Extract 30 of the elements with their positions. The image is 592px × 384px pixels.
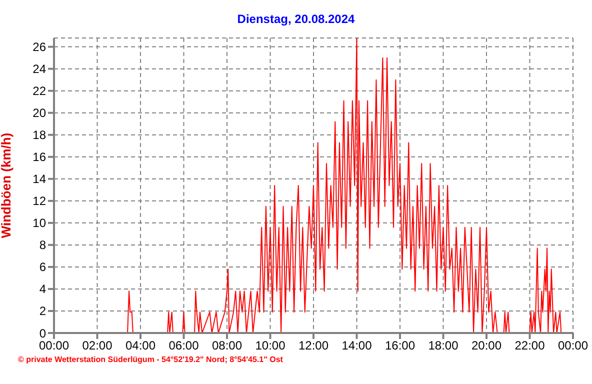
y-tick-label: 14 bbox=[32, 172, 46, 186]
y-tick-label: 26 bbox=[32, 40, 46, 54]
y-tick-label: 10 bbox=[32, 216, 46, 230]
x-tick-label: 22:00 bbox=[514, 338, 546, 353]
y-tick-label: 12 bbox=[32, 194, 46, 208]
x-tick-label: 00:00 bbox=[38, 338, 70, 353]
y-tick-label: 0 bbox=[39, 326, 46, 340]
y-tick-label: 16 bbox=[32, 150, 46, 164]
x-tick-label: 02:00 bbox=[82, 338, 113, 353]
x-tick-label: 18:00 bbox=[428, 338, 459, 353]
y-tick-label: 20 bbox=[32, 106, 46, 120]
x-tick-label: 00:00 bbox=[558, 338, 588, 353]
y-tick-label: 24 bbox=[32, 62, 46, 76]
x-tick-label: 04:00 bbox=[125, 338, 156, 353]
x-tick-label: 16:00 bbox=[384, 338, 416, 353]
text: © private Wetterstation Süderlügum - 54°52'19.2" Nord; 8°54'45.1" Ost bbox=[18, 355, 283, 364]
y-axis-title: Windböen (km/h) bbox=[0, 132, 14, 238]
x-tick-label: 14:00 bbox=[342, 338, 372, 353]
y-tick-label: 18 bbox=[32, 128, 46, 142]
y-tick-label: 8 bbox=[39, 238, 46, 252]
y-tick-label: 6 bbox=[39, 260, 46, 274]
chart-title: Dienstag, 20.08.2024 bbox=[236, 12, 356, 26]
x-tick-label: 08:00 bbox=[212, 338, 242, 353]
x-tick-label: 06:00 bbox=[168, 338, 200, 353]
y-tick-label: 2 bbox=[39, 304, 46, 318]
x-tick-label: 12:00 bbox=[298, 338, 329, 353]
x-tick-label: 20:00 bbox=[471, 338, 502, 353]
y-tick-label: 4 bbox=[39, 282, 46, 296]
x-tick-label: 10:00 bbox=[255, 338, 286, 353]
y-tick-label: 22 bbox=[32, 84, 46, 98]
